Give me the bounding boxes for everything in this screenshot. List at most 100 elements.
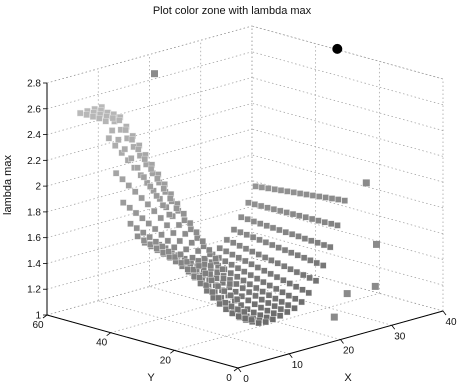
surface-point	[132, 209, 140, 217]
surface-point	[322, 194, 329, 201]
z-axis-label: lambda max	[2, 155, 14, 215]
surface-point	[262, 318, 269, 326]
surface-point	[258, 296, 265, 303]
outlier-circle-point	[332, 43, 343, 54]
surface-point	[222, 306, 230, 313]
x-tick-label: 30	[394, 331, 406, 342]
surface-point	[127, 155, 135, 162]
surface-point	[164, 237, 172, 245]
surface-point	[163, 222, 171, 229]
surface-point	[268, 257, 275, 264]
surface-point	[183, 258, 191, 266]
surface-point	[271, 302, 278, 310]
z-tick-label: 1.4	[27, 259, 41, 270]
surface-point	[233, 273, 241, 280]
grid-line	[46, 51, 253, 110]
surface-point	[241, 257, 249, 265]
surface-point	[222, 248, 230, 255]
surface-point	[245, 199, 252, 207]
surface-point	[265, 292, 273, 299]
surface-point	[125, 182, 133, 189]
surface-point	[127, 220, 134, 227]
surface-point	[269, 224, 277, 232]
surface-point	[83, 111, 90, 119]
surface-point	[175, 221, 183, 229]
z-tick-label: 2.6	[27, 104, 41, 115]
surface-point	[263, 222, 270, 229]
surface-point	[177, 251, 184, 258]
y-tick-mark	[170, 350, 175, 354]
surface-point	[234, 265, 242, 272]
surface-point	[228, 303, 235, 310]
surface-point	[300, 254, 308, 262]
surface-point	[138, 194, 145, 202]
surface-point	[199, 237, 207, 245]
surface-point	[188, 239, 195, 246]
surface-point	[271, 186, 278, 193]
surface-point	[209, 288, 216, 296]
surface-point	[197, 280, 204, 287]
outlier-square-point	[343, 290, 351, 298]
surface-point	[160, 185, 168, 192]
x-tick-mark	[340, 339, 344, 344]
surface-point	[189, 254, 196, 261]
surface-point	[328, 195, 336, 202]
surface-points	[76, 103, 348, 327]
surface-point	[253, 284, 260, 292]
surface-point	[242, 245, 250, 252]
surface-point	[251, 301, 258, 308]
surface-point	[276, 226, 283, 234]
surface-point	[166, 195, 174, 202]
outlier-square-point	[362, 179, 370, 187]
surface-point	[306, 274, 313, 282]
surface-point	[257, 304, 265, 311]
x-tick-label: 20	[343, 346, 355, 357]
surface-point	[126, 204, 133, 212]
surface-point	[273, 285, 280, 293]
surface-point	[296, 212, 303, 219]
surface-point	[233, 280, 240, 288]
z-tick-label: 2.2	[27, 156, 41, 167]
surface-point	[229, 239, 237, 247]
surface-point	[153, 192, 160, 200]
surface-point	[201, 255, 208, 263]
surface-point	[159, 249, 167, 256]
surface-point	[276, 312, 284, 319]
surface-point	[273, 273, 281, 281]
surface-point	[145, 220, 153, 227]
surface-point	[133, 224, 141, 232]
surface-point	[300, 271, 307, 279]
surface-point	[328, 220, 335, 228]
surface-point	[245, 297, 252, 304]
surface-point	[282, 228, 289, 236]
surface-point	[295, 233, 302, 240]
surface-point	[139, 214, 146, 222]
surface-point	[96, 115, 103, 122]
surface-point	[266, 282, 273, 289]
surface-point	[213, 269, 221, 276]
surface-point	[151, 225, 159, 233]
surface-point	[134, 233, 141, 240]
surface-point	[254, 264, 262, 271]
outlier-square-point	[373, 240, 380, 248]
surface-point	[264, 204, 271, 211]
surface-point	[281, 263, 288, 270]
surface-point	[201, 270, 209, 277]
surface-point	[294, 252, 301, 259]
surface-point	[208, 277, 215, 284]
surface-point	[261, 254, 269, 261]
surface-point	[115, 117, 123, 124]
x-axis-label: X	[344, 372, 352, 384]
surface-point	[214, 282, 222, 290]
surface-point	[135, 146, 142, 153]
surface-point	[239, 284, 246, 292]
grid-line	[251, 231, 444, 286]
surface-point	[308, 237, 315, 244]
surface-point	[284, 301, 292, 309]
surface-point	[203, 287, 211, 294]
outlier-points	[151, 43, 380, 321]
surface-point	[190, 266, 197, 273]
z-tick-label: 1	[35, 311, 41, 322]
surface-point	[277, 187, 285, 194]
surface-point	[285, 292, 293, 299]
